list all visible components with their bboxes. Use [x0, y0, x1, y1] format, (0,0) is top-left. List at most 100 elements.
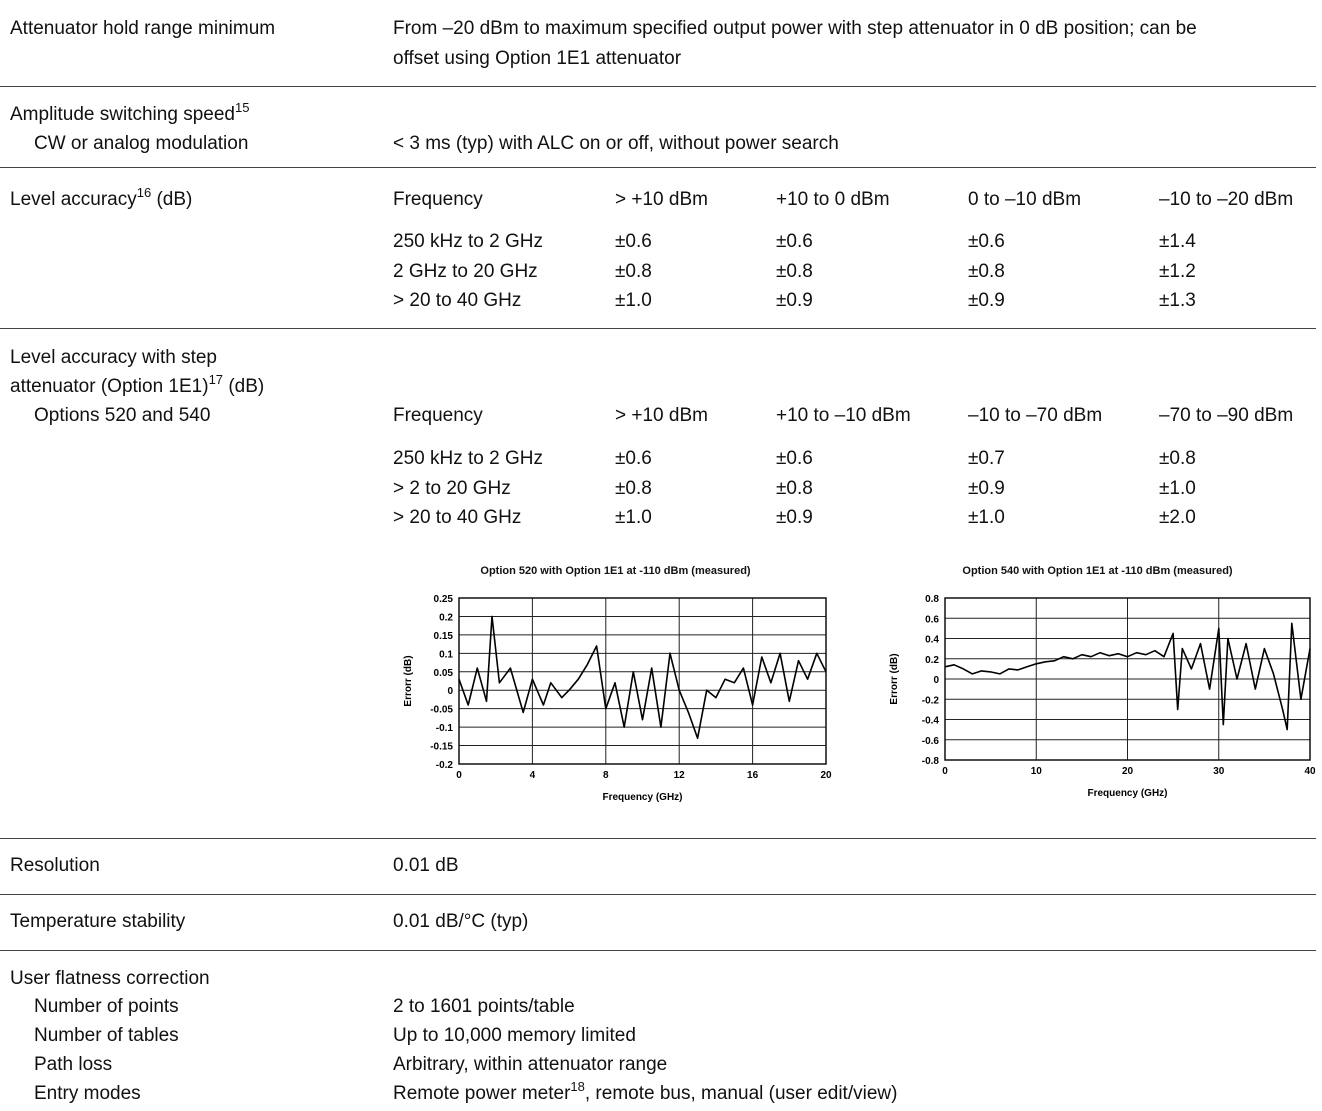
table-cell: ±2.0	[1159, 507, 1196, 528]
y-tick-label: 0	[447, 686, 453, 697]
chart-option-540: 0.80.60.40.20-0.2-0.4-0.6-0.80 10 20 30 40Fr…	[889, 594, 1316, 799]
flatness-item-value: Arbitrary, within attenuator range	[393, 1054, 668, 1075]
y-tick-label: -0.05	[430, 705, 453, 716]
table-cell: 250 kHz to 2 GHz	[393, 448, 543, 469]
divider	[0, 838, 1316, 839]
table-cell: ±1.0	[968, 507, 1005, 528]
x-axis-label: Frequency (GHz)	[602, 792, 682, 803]
x-axis-label: Frequency (GHz)	[1087, 788, 1167, 799]
level-accuracy-step-label-line1: Level accuracy with step	[10, 347, 217, 368]
table-cell: ±0.8	[615, 261, 652, 282]
table-cell: ±1.0	[615, 507, 652, 528]
y-tick-label: 0.25	[434, 594, 454, 605]
y-tick-label: -0.1	[436, 723, 454, 734]
table-header-cell: > +10 dBm	[615, 189, 708, 210]
table-header-cell: Frequency	[393, 189, 483, 210]
temperature-label: Temperature stability	[10, 911, 186, 932]
chart1-title: Option 520 with Option 1E1 at -110 dBm (…	[480, 565, 751, 577]
table-cell: ±1.0	[615, 290, 652, 311]
table-cell: ±0.9	[968, 478, 1005, 499]
switching-speed-label: Amplitude switching speed15	[10, 99, 250, 125]
flatness-item-label: Path loss	[34, 1054, 113, 1075]
y-tick-label: 0.05	[434, 668, 454, 679]
footnote-ref: 18	[570, 1078, 585, 1094]
table-cell: ±0.8	[776, 478, 813, 499]
x-tick-label: 4	[530, 770, 536, 781]
table-cell: ±0.9	[968, 290, 1005, 311]
attenuator-hold-label: Attenuator hold range minimum	[10, 18, 276, 39]
y-tick-label: 0.2	[439, 612, 453, 623]
series-line	[458, 615, 827, 739]
table-cell: ±0.7	[968, 448, 1005, 469]
resolution-value: 0.01 dB	[393, 855, 459, 876]
divider	[0, 328, 1316, 329]
level-accuracy-label: Level accuracy16 (dB)	[10, 184, 193, 210]
table-header-cell: 0 to –10 dBm	[968, 189, 1082, 210]
table-header-cell: Frequency	[393, 405, 483, 426]
table-cell: > 20 to 40 GHz	[393, 507, 522, 528]
table-header-cell: > +10 dBm	[615, 405, 708, 426]
table-header-cell: +10 to 0 dBm	[776, 189, 890, 210]
flatness-item-value: Up to 10,000 memory limited	[393, 1025, 636, 1046]
y-tick-label: 0.6	[925, 614, 939, 625]
table-cell: 2 GHz to 20 GHz	[393, 261, 538, 282]
table-cell: ±0.6	[776, 448, 813, 469]
y-tick-label: -0.15	[430, 742, 453, 753]
x-tick-label: 8	[603, 770, 609, 781]
table-header-cell: –10 to –20 dBm	[1159, 189, 1294, 210]
table-header-cell: –10 to –70 dBm	[968, 405, 1103, 426]
switching-speed-sublabel: CW or analog modulation	[34, 133, 249, 154]
table-cell: ±0.9	[776, 290, 813, 311]
x-tick-label: 20	[820, 770, 832, 781]
y-tick-label: -0.2	[436, 760, 454, 771]
flatness-item-label: Number of points	[34, 996, 179, 1017]
y-tick-label: -0.2	[922, 695, 940, 706]
table-cell: ±0.6	[776, 231, 813, 252]
attenuator-hold-value-line2: offset using Option 1E1 attenuator	[393, 48, 682, 69]
divider	[0, 86, 1316, 87]
table-cell: > 2 to 20 GHz	[393, 478, 511, 499]
table-header-cell: +10 to –10 dBm	[776, 405, 911, 426]
y-tick-label: 0.8	[925, 594, 939, 605]
table-cell: ±0.6	[968, 231, 1005, 252]
y-tick-label: 0.4	[925, 635, 939, 646]
resolution-label: Resolution	[10, 855, 100, 876]
table-cell: ±1.3	[1159, 290, 1196, 311]
table-cell: ±1.4	[1159, 231, 1196, 252]
footnote-ref: 15	[234, 99, 250, 115]
x-tick-label: 12	[674, 770, 686, 781]
flatness-item-label: Number of tables	[34, 1025, 179, 1046]
plot-frame	[944, 597, 1311, 761]
chart-option-520: 0.250.20.150.10.050-0.05-0.1-0.15-0.20 4 8…	[403, 594, 832, 803]
x-tick-label: 20	[1122, 766, 1134, 777]
table-cell: ±0.8	[776, 261, 813, 282]
chart2-title: Option 540 with Option 1E1 at -110 dBm (…	[962, 565, 1233, 577]
divider	[0, 167, 1316, 168]
table-cell: ±0.6	[615, 448, 652, 469]
table-cell: ±1.2	[1159, 261, 1196, 282]
table-cell: ±0.9	[776, 507, 813, 528]
table-cell: ±0.8	[615, 478, 652, 499]
divider	[0, 950, 1316, 951]
y-tick-label: -0.8	[922, 756, 940, 767]
y-tick-label: 0.15	[434, 631, 454, 642]
table-cell: ±0.8	[968, 261, 1005, 282]
footnote-ref: 16	[136, 184, 152, 200]
y-axis-label: Errorr (dB)	[889, 653, 900, 704]
level-accuracy-step-sublabel: Options 520 and 540	[34, 405, 211, 426]
x-tick-label: 30	[1213, 766, 1225, 777]
y-tick-label: 0	[933, 675, 939, 686]
table-header-cell: –70 to –90 dBm	[1159, 405, 1294, 426]
table-cell: ±1.0	[1159, 478, 1196, 499]
divider	[0, 894, 1316, 895]
table-cell: ±0.8	[1159, 448, 1196, 469]
temperature-value: 0.01 dB/°C (typ)	[393, 911, 529, 932]
table-cell: ±0.6	[615, 231, 652, 252]
attenuator-hold-value-line1: From –20 dBm to maximum specified output…	[393, 18, 1197, 39]
table-cell: > 20 to 40 GHz	[393, 290, 522, 311]
x-tick-label: 0	[456, 770, 462, 781]
flatness-item-label: Entry modes	[34, 1083, 141, 1104]
x-tick-label: 0	[942, 766, 948, 777]
flatness-item-value: Remote power meter18, remote bus, manual…	[393, 1078, 898, 1104]
x-tick-label: 10	[1031, 766, 1043, 777]
